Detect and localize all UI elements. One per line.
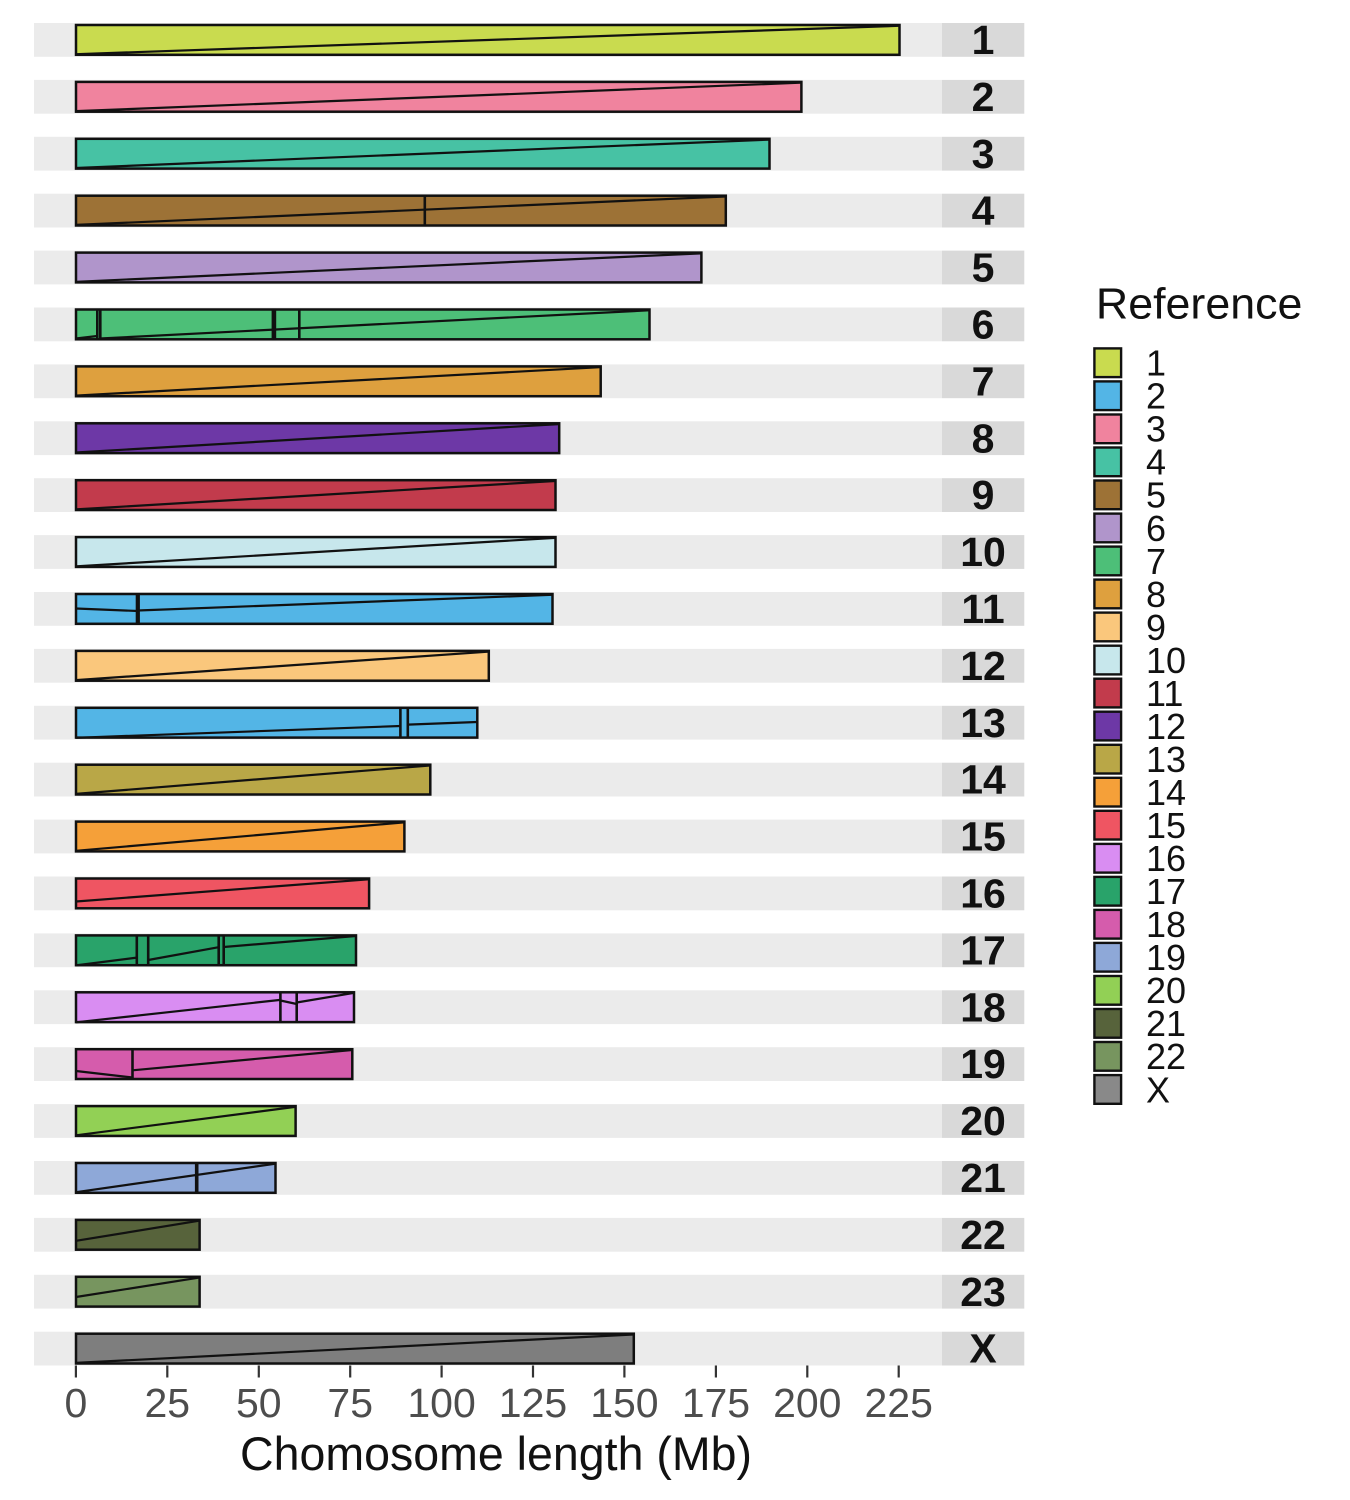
svg-text:4: 4 xyxy=(1146,442,1166,483)
svg-text:175: 175 xyxy=(682,1380,750,1426)
svg-text:2: 2 xyxy=(972,74,995,120)
svg-text:75: 75 xyxy=(327,1380,373,1426)
svg-text:15: 15 xyxy=(960,814,1006,860)
svg-text:X: X xyxy=(969,1326,996,1372)
svg-text:18: 18 xyxy=(960,984,1006,1030)
svg-text:11: 11 xyxy=(961,586,1004,632)
svg-text:23: 23 xyxy=(960,1269,1006,1315)
svg-text:20: 20 xyxy=(960,1098,1006,1144)
svg-text:13: 13 xyxy=(960,700,1006,746)
svg-text:10: 10 xyxy=(1146,640,1186,681)
svg-text:25: 25 xyxy=(144,1380,190,1426)
svg-text:Chomosome length (Mb): Chomosome length (Mb) xyxy=(240,1427,752,1480)
svg-text:7: 7 xyxy=(1146,541,1166,582)
svg-text:14: 14 xyxy=(1146,772,1186,813)
svg-text:22: 22 xyxy=(960,1212,1006,1258)
svg-text:3: 3 xyxy=(972,131,995,177)
svg-text:X: X xyxy=(1146,1069,1170,1110)
svg-text:17: 17 xyxy=(960,927,1006,973)
svg-text:19: 19 xyxy=(960,1041,1006,1087)
svg-text:16: 16 xyxy=(1146,838,1186,879)
svg-text:11: 11 xyxy=(1146,673,1183,714)
svg-text:6: 6 xyxy=(972,302,995,348)
svg-text:8: 8 xyxy=(972,415,995,461)
svg-text:0: 0 xyxy=(64,1380,87,1426)
svg-text:1: 1 xyxy=(1146,343,1166,384)
svg-text:19: 19 xyxy=(1146,937,1186,978)
svg-text:13: 13 xyxy=(1146,739,1186,780)
svg-text:Reference: Reference xyxy=(1096,280,1303,329)
svg-text:21: 21 xyxy=(1146,1003,1186,1044)
svg-text:17: 17 xyxy=(1146,871,1186,912)
svg-text:6: 6 xyxy=(1146,508,1166,549)
svg-text:21: 21 xyxy=(960,1155,1006,1201)
svg-text:4: 4 xyxy=(972,188,995,234)
svg-text:22: 22 xyxy=(1146,1036,1186,1077)
svg-text:12: 12 xyxy=(1146,706,1186,747)
svg-text:12: 12 xyxy=(960,643,1006,689)
svg-text:2: 2 xyxy=(1146,376,1166,417)
svg-text:5: 5 xyxy=(1146,475,1166,516)
svg-text:225: 225 xyxy=(864,1380,932,1426)
svg-text:7: 7 xyxy=(972,358,995,404)
svg-text:125: 125 xyxy=(499,1380,567,1426)
svg-text:150: 150 xyxy=(590,1380,658,1426)
svg-text:9: 9 xyxy=(1146,607,1166,648)
svg-text:100: 100 xyxy=(407,1380,475,1426)
svg-text:50: 50 xyxy=(236,1380,282,1426)
svg-text:14: 14 xyxy=(960,757,1006,803)
svg-text:15: 15 xyxy=(1146,805,1186,846)
svg-text:20: 20 xyxy=(1146,970,1186,1011)
svg-text:10: 10 xyxy=(960,529,1006,575)
svg-text:1: 1 xyxy=(972,17,995,63)
svg-text:5: 5 xyxy=(972,245,995,291)
svg-text:8: 8 xyxy=(1146,574,1166,615)
svg-text:3: 3 xyxy=(1146,409,1166,450)
svg-text:16: 16 xyxy=(960,871,1006,917)
svg-text:200: 200 xyxy=(773,1380,841,1426)
svg-text:9: 9 xyxy=(972,472,995,518)
svg-text:18: 18 xyxy=(1146,904,1186,945)
